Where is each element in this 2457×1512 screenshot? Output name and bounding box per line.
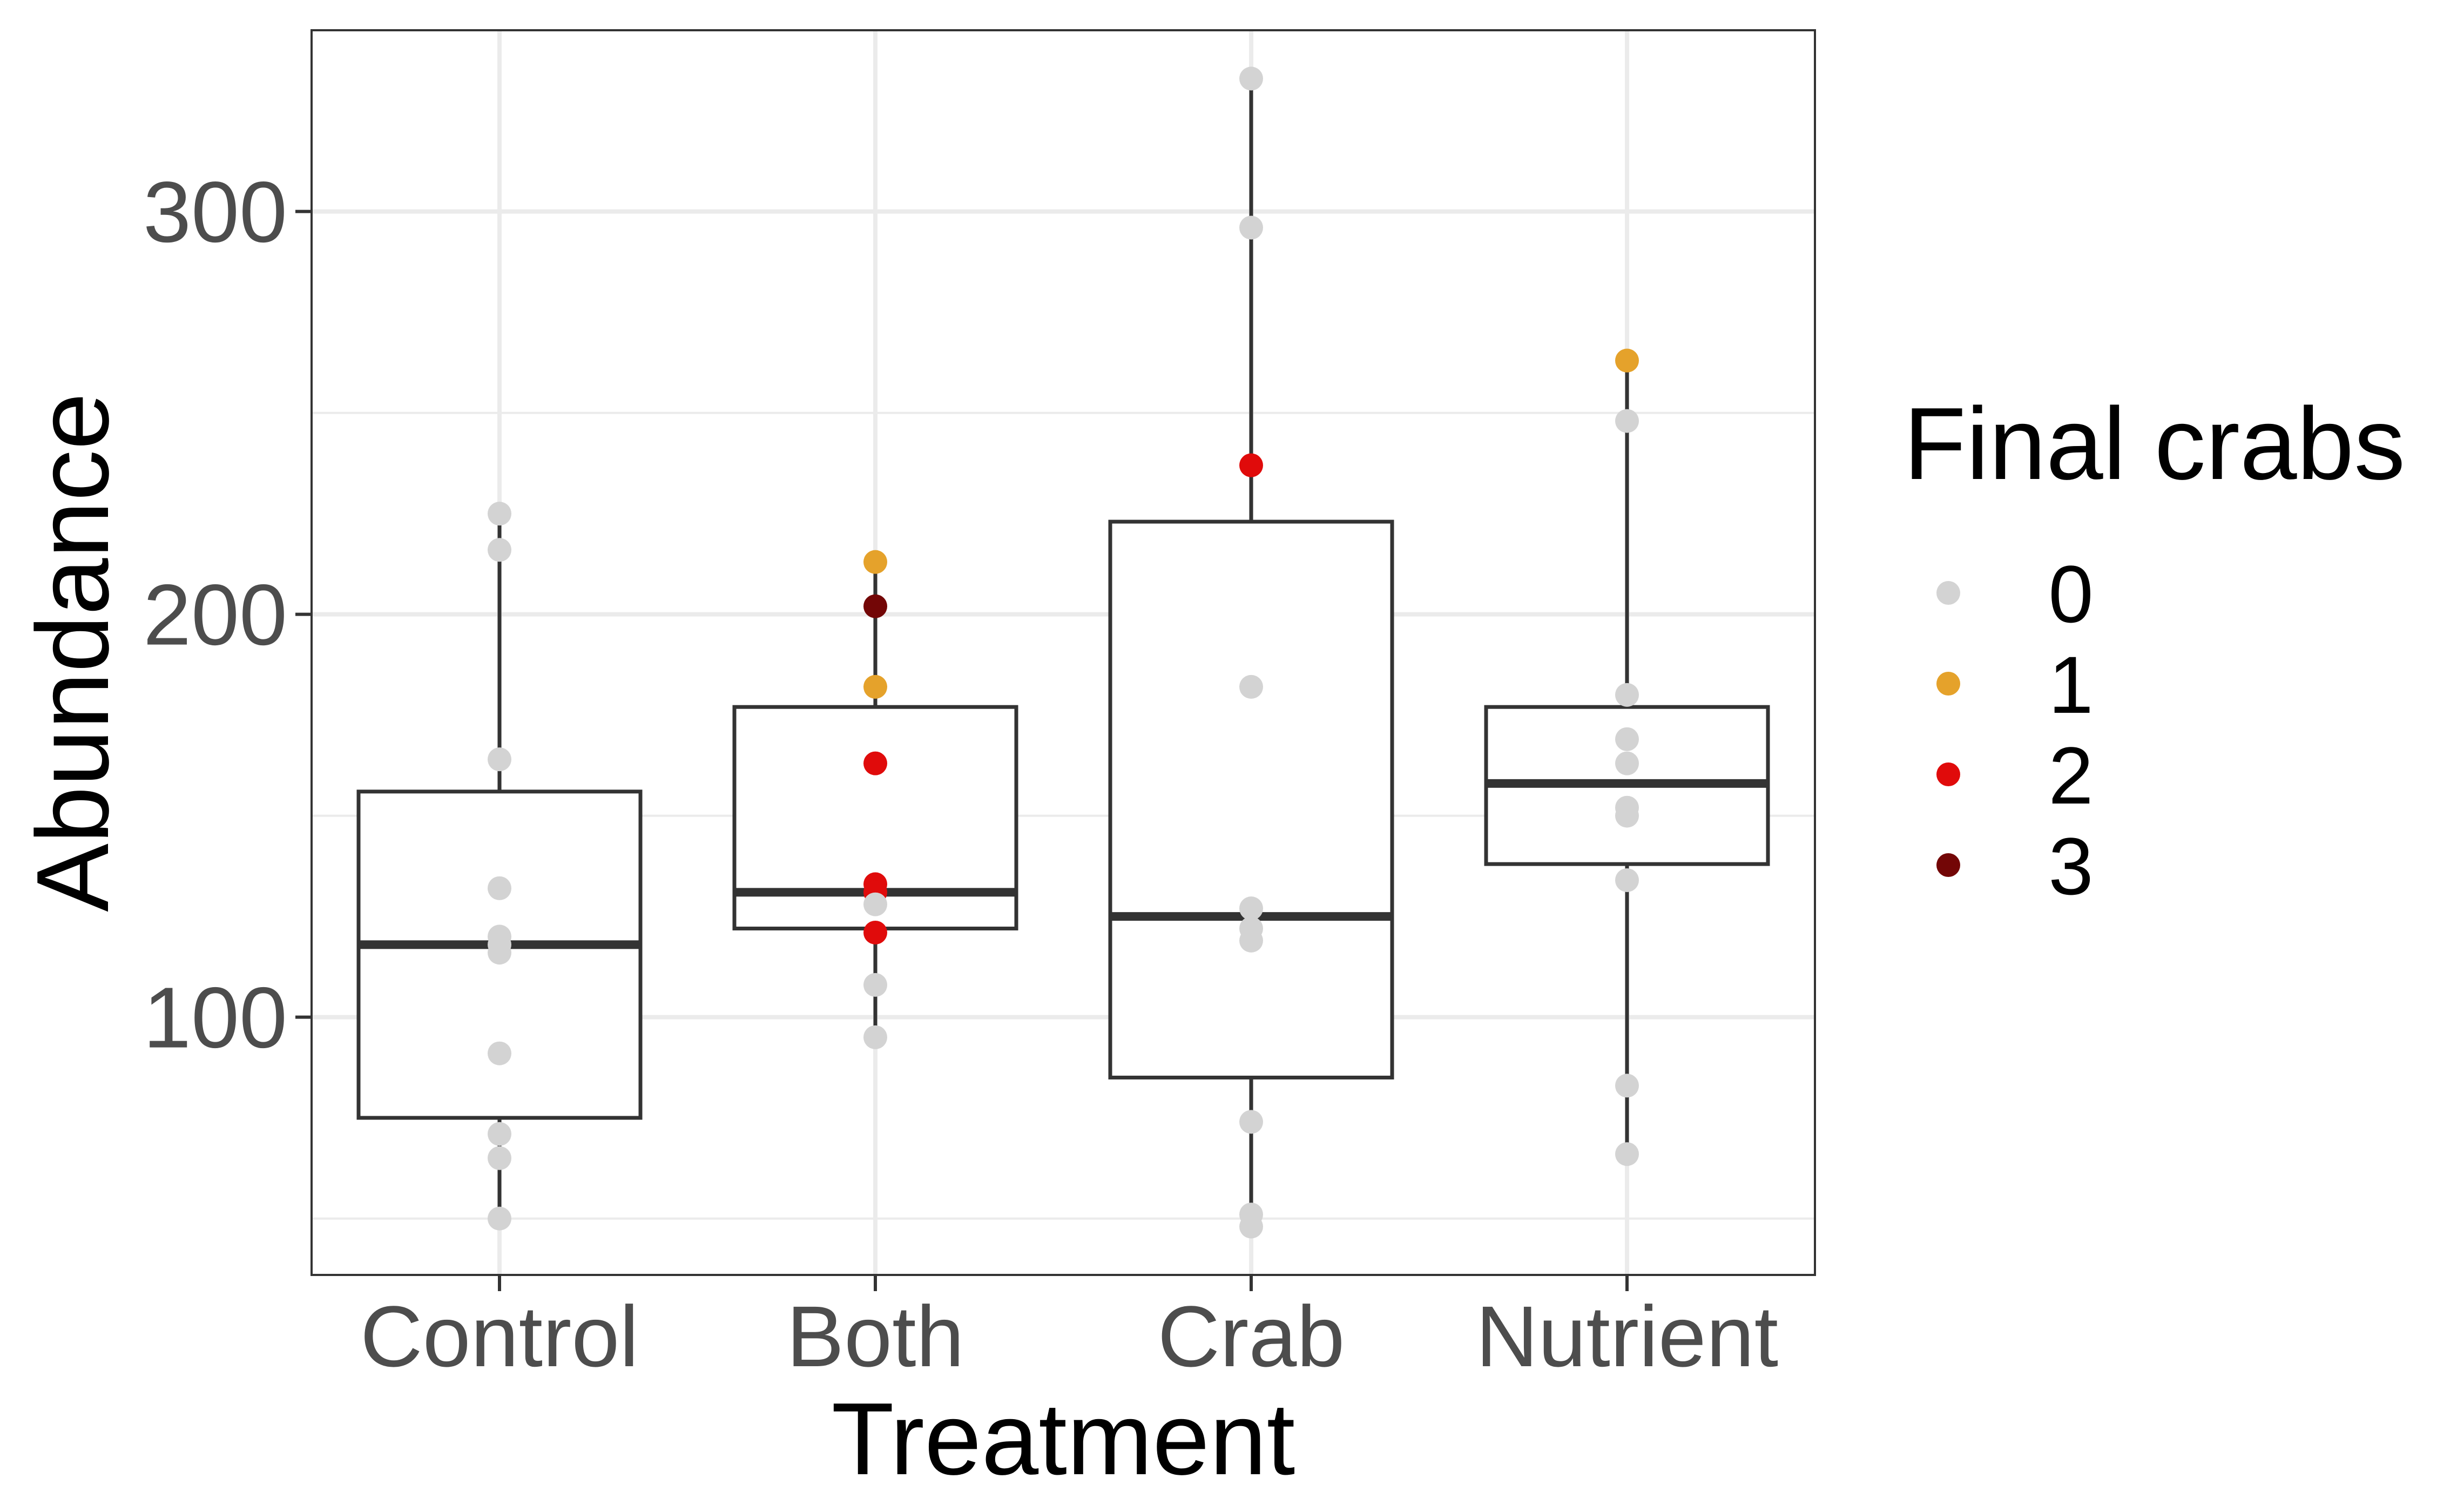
legend-key [1936,581,1960,605]
plot-panel-border [310,29,1816,1276]
data-point [863,674,887,699]
y-axis-title: Abundance [16,393,130,912]
data-point [1615,1142,1639,1166]
data-point [863,892,887,916]
data-point [1239,66,1263,91]
data-point [1615,868,1639,892]
x-axis-title: Treatment [832,1382,1295,1496]
data-point [863,751,887,775]
data-point [1615,751,1639,775]
data-point [488,1206,511,1231]
x-tick-label: Control [360,1288,639,1385]
data-point [488,747,511,772]
data-point [863,920,887,944]
legend-title: Final crabs [1904,387,2405,501]
data-point [1239,674,1263,699]
data-point [1239,928,1263,953]
data-point [1615,683,1639,707]
data-point [863,973,887,997]
legend-label: 0 [2048,549,2093,639]
legend-key [1936,853,1960,877]
data-point [1615,1074,1639,1098]
y-tick-label: 100 [143,969,287,1066]
data-point [1239,1214,1263,1239]
data-point [488,941,511,965]
x-tick-label: Both [786,1288,964,1385]
data-point [488,538,511,562]
data-point [863,550,887,574]
data-point [1239,215,1263,240]
data-point [863,1025,887,1049]
y-tick-label: 300 [143,164,287,260]
x-tick-label: Nutrient [1476,1288,1778,1385]
data-point [488,1122,511,1146]
data-point [1615,727,1639,751]
data-point [1615,804,1639,828]
legend-key [1936,762,1960,786]
data-point [1615,409,1639,433]
data-point [1615,348,1639,373]
x-axis: Control Both Crab Nutrient [360,1275,1778,1385]
legend-label: 2 [2048,730,2093,821]
data-point [488,876,511,900]
y-tick-label: 200 [143,566,287,663]
y-axis: 100 200 300 [143,164,312,1066]
data-point [1239,1110,1263,1134]
data-point [1239,896,1263,921]
data-point [1239,453,1263,477]
data-point [863,594,887,618]
box-iqr [1108,519,1394,1079]
data-point [488,502,511,526]
legend-key [1936,672,1960,696]
x-tick-label: Crab [1158,1288,1345,1385]
data-point [488,1146,511,1170]
legend-label: 1 [2048,639,2093,730]
data-point [488,1041,511,1065]
data-points [488,66,1639,1239]
legend-label: 3 [2048,821,2093,912]
